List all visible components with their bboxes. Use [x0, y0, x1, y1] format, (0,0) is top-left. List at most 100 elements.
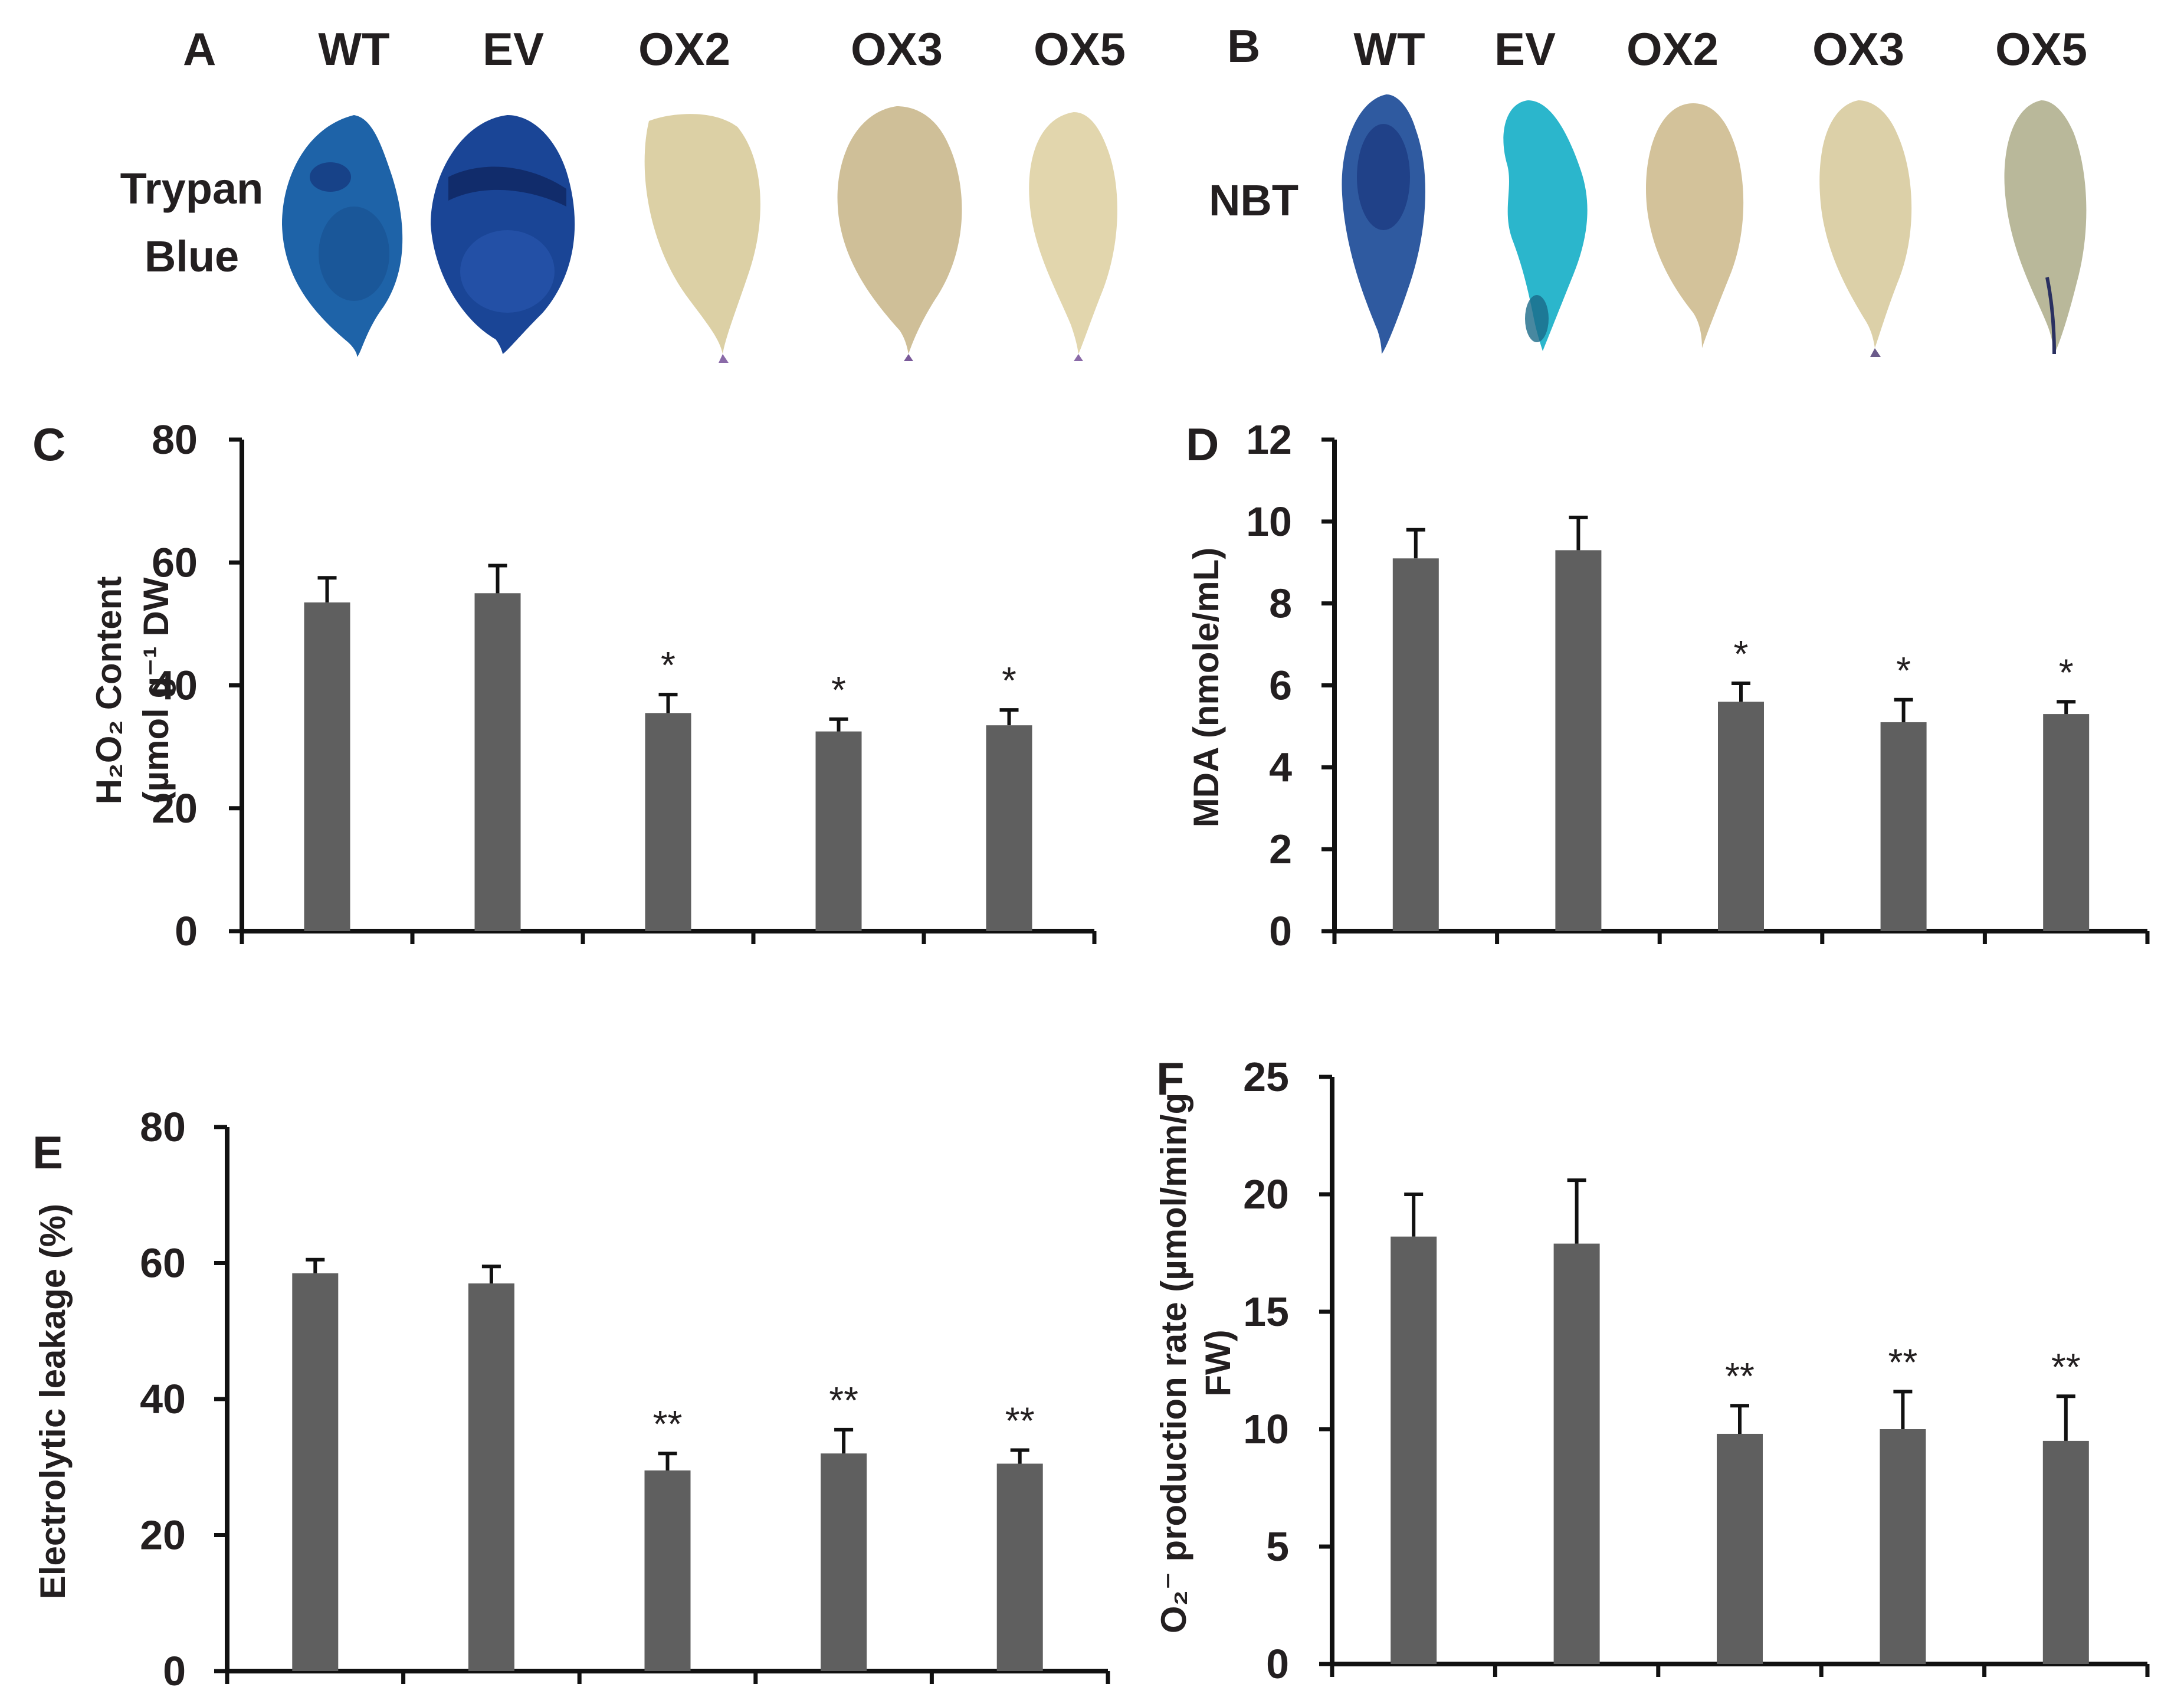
- panel-b: B WT EV OX2 OX3 OX5 NBT: [1209, 20, 2087, 357]
- chart-e-ytick-label: 80: [140, 1104, 186, 1150]
- chart-d-significance-ox5: *: [2059, 651, 2074, 693]
- panel-a: A WT EV OX2 OX3 OX5 Trypan Blue: [120, 23, 1126, 363]
- chart-c-errorbar-ox5: [999, 708, 1019, 726]
- chart-f-ytick-label: 10: [1243, 1406, 1289, 1452]
- leaf-image-b-ox2: [1646, 103, 1744, 348]
- chart-f-ytick-label: 20: [1243, 1171, 1289, 1217]
- chart-c-significance-ox2: *: [661, 644, 675, 686]
- chart-d-errorbar-ox5: [2057, 700, 2076, 715]
- chart-e-ylabel: Electrolytic leakage (%): [33, 1204, 73, 1599]
- chart-c-errorbar-wt: [317, 576, 337, 602]
- chart-d-errorbar-ox2: [1732, 682, 1750, 702]
- chart-d-ytick-label: 10: [1246, 499, 1292, 545]
- chart-e-errorbar-ev: [481, 1265, 501, 1284]
- chart-e-significance-ox5: **: [1005, 1399, 1035, 1442]
- panel-b-letter: B: [1227, 20, 1260, 72]
- chart-e-bar-ev: [468, 1283, 514, 1671]
- chart-panel-d: D MDA (nmole/mL) 0 2 4 6 8 10 12 * * *: [1186, 417, 2150, 954]
- chart-e-errorbar-ox3: [834, 1427, 854, 1454]
- leaf-image-a-ox3: [837, 106, 962, 361]
- panel-a-strain-ox5: OX5: [1034, 23, 1126, 75]
- chart-f-errorbar-ox3: [1893, 1390, 1913, 1429]
- chart-c-ylabel-line2: (µmol g⁻¹ DW: [136, 577, 176, 803]
- chart-c-panel-letter: C: [32, 418, 65, 470]
- panel-a-strain-ev: EV: [483, 23, 544, 75]
- chart-d-bar-wt: [1392, 558, 1439, 931]
- chart-f-errorbar-ev: [1567, 1178, 1586, 1244]
- chart-d-significance-ox3: *: [1896, 649, 1911, 692]
- chart-f-ytick-label: 5: [1266, 1524, 1289, 1570]
- chart-f-significance-ox3: **: [1888, 1341, 1917, 1383]
- chart-c-bar-wt: [304, 602, 350, 931]
- chart-d-ytick-label: 0: [1269, 908, 1292, 954]
- chart-f-ytick-label: 25: [1243, 1054, 1289, 1100]
- chart-c-errorbar-ox2: [658, 693, 678, 713]
- chart-d-ytick-label: 6: [1269, 663, 1292, 709]
- chart-e-significance-ox2: **: [653, 1403, 683, 1445]
- leaf-image-a-ox5: [1029, 112, 1117, 361]
- panel-b-strain-wt: WT: [1353, 23, 1425, 75]
- chart-d-bar-ox5: [2043, 714, 2090, 931]
- chart-d-ytick-label: 4: [1269, 744, 1292, 790]
- chart-f-significance-ox2: **: [1725, 1355, 1755, 1397]
- chart-panel-c: C H₂O₂ Content (µmol g⁻¹ DW 0 20 40 60 80 * * *: [32, 417, 1097, 954]
- chart-f-bar-ox5: [2042, 1440, 2089, 1664]
- chart-e-ytick-label: 40: [140, 1376, 186, 1422]
- leaf-image-b-ev: [1503, 100, 1588, 351]
- chart-panel-e: E Electrolytic leakage (%) 0 20 40 60 80 ** **…: [32, 1104, 1110, 1694]
- chart-f-ytick-label: 0: [1266, 1641, 1289, 1687]
- chart-e-errorbar-ox2: [658, 1452, 677, 1471]
- chart-c-bar-ev: [474, 593, 521, 931]
- panel-a-strain-ox2: OX2: [638, 23, 730, 75]
- chart-f-ylabel-line1: O₂⁻ production rate (µmol/min/g: [1154, 1093, 1193, 1633]
- chart-d-significance-ox2: *: [1734, 633, 1749, 675]
- leaf-image-a-ox2: [644, 114, 760, 363]
- chart-e-errorbar-ox5: [1010, 1448, 1029, 1464]
- panel-a-stain-line1: Trypan: [120, 164, 264, 213]
- chart-d-ytick-label: 2: [1269, 826, 1292, 872]
- chart-c-plot: 0 20 40 60 80 * * *: [152, 417, 1097, 954]
- panel-a-strain-wt: WT: [318, 23, 389, 75]
- panel-b-stain: NBT: [1209, 176, 1298, 225]
- chart-e-ytick-label: 20: [140, 1512, 186, 1558]
- chart-f-significance-ox5: **: [2051, 1345, 2081, 1388]
- panel-a-stain-line2: Blue: [145, 232, 239, 281]
- chart-e-ytick-label: 0: [163, 1648, 186, 1694]
- chart-panel-f: F O₂⁻ production rate (µmol/min/g FW) 0 5…: [1154, 1053, 2150, 1687]
- chart-e-errorbar-wt: [306, 1257, 325, 1273]
- chart-f-errorbar-ox5: [2056, 1394, 2075, 1441]
- chart-c-significance-ox5: *: [1002, 659, 1016, 702]
- chart-f-errorbar-wt: [1404, 1193, 1424, 1237]
- chart-d-errorbar-ox3: [1894, 697, 1913, 722]
- panel-a-strain-ox3: OX3: [851, 23, 943, 75]
- chart-d-errorbar-wt: [1406, 528, 1425, 559]
- chart-c-errorbar-ev: [488, 564, 507, 594]
- chart-c-errorbar-ox3: [829, 717, 848, 732]
- leaf-image-a-ev: [431, 115, 575, 354]
- chart-f-plot: 0 5 10 15 20 25 ** ** **: [1243, 1054, 2150, 1687]
- panel-b-strain-ox3: OX3: [1812, 23, 1904, 75]
- chart-f-bar-ox3: [1880, 1429, 1926, 1664]
- chart-e-bar-ox2: [644, 1470, 691, 1671]
- chart-d-ytick-label: 8: [1269, 581, 1292, 627]
- chart-e-panel-letter: E: [32, 1126, 63, 1178]
- chart-e-ytick-label: 60: [140, 1240, 186, 1286]
- chart-c-ytick-label: 20: [152, 785, 198, 831]
- chart-d-plot: 0 2 4 6 8 10 12 * * *: [1246, 417, 2150, 954]
- leaf-image-b-ox5: [2004, 100, 2087, 355]
- chart-e-plot: 0 20 40 60 80 ** ** **: [140, 1104, 1110, 1694]
- chart-c-bar-ox3: [815, 731, 862, 931]
- chart-c-ytick-label: 40: [152, 663, 198, 709]
- chart-c-ylabel-line1: H₂O₂ Content: [89, 577, 129, 805]
- chart-c-ytick-label: 0: [175, 908, 198, 954]
- chart-f-bar-wt: [1391, 1236, 1437, 1664]
- chart-f-errorbar-ox2: [1730, 1404, 1749, 1434]
- chart-e-bar-ox5: [996, 1463, 1043, 1671]
- chart-f-bar-ev: [1553, 1243, 1600, 1664]
- panel-b-strain-ox5: OX5: [1995, 23, 2087, 75]
- chart-e-significance-ox3: **: [829, 1379, 858, 1421]
- chart-e-bar-wt: [292, 1273, 339, 1671]
- chart-d-bar-ox2: [1718, 702, 1764, 931]
- leaf-image-b-ox3: [1819, 100, 1912, 357]
